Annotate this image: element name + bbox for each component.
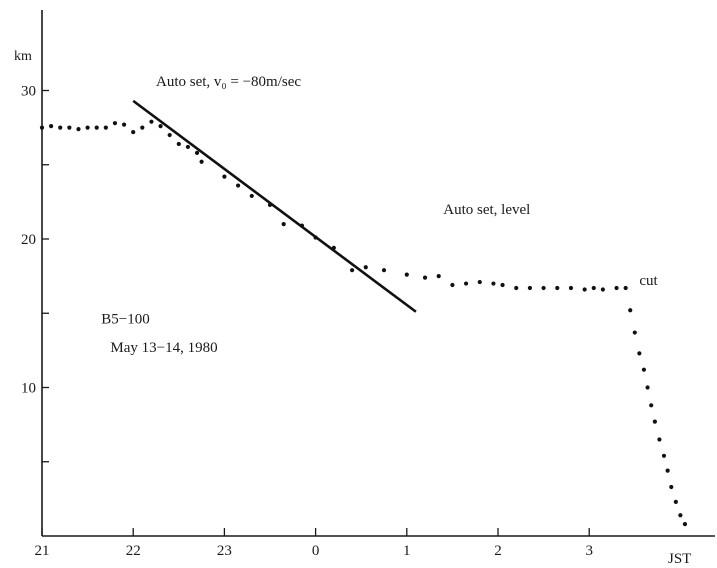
data-point	[682, 522, 688, 527]
data-point	[58, 125, 63, 130]
fit-line	[132, 99, 417, 313]
data-point	[555, 285, 560, 291]
x-tick-label: 22	[126, 543, 141, 559]
annotation: cut	[639, 273, 658, 289]
annotation: Auto set, v₀ = −80m/sec	[156, 74, 301, 90]
data-point	[678, 513, 683, 518]
data-point	[94, 125, 99, 130]
data-point	[112, 121, 118, 126]
annotation: Auto set, level	[443, 202, 530, 218]
axes	[41, 10, 715, 537]
data-point	[591, 285, 596, 291]
data-point	[623, 285, 628, 291]
data-point	[422, 275, 428, 280]
data-point	[149, 119, 154, 124]
y-axis-label: km	[14, 49, 32, 64]
x-tick-label: 2	[494, 543, 502, 559]
x-tick-label: 3	[585, 543, 593, 559]
data-point	[176, 141, 181, 147]
x-tick-label: 0	[312, 543, 320, 559]
data-point	[527, 285, 533, 291]
data-marks	[39, 99, 688, 527]
data-point	[121, 122, 127, 127]
data-point	[349, 268, 355, 273]
x-tick-label: 23	[217, 543, 232, 559]
annotation: May 13−14, 1980	[110, 340, 217, 356]
data-point	[649, 403, 654, 408]
data-point	[249, 193, 254, 199]
data-point	[131, 129, 136, 135]
data-point	[661, 453, 667, 458]
data-point	[568, 285, 574, 291]
data-point	[49, 124, 54, 129]
data-point	[652, 419, 657, 424]
data-point	[222, 174, 227, 179]
data-point	[381, 268, 387, 273]
data-point	[194, 150, 200, 155]
data-point	[600, 287, 605, 292]
data-point	[450, 282, 455, 288]
data-point	[76, 127, 81, 132]
data-point	[235, 183, 241, 188]
annotation: B5−100	[101, 312, 149, 328]
data-point	[477, 279, 482, 285]
data-point	[632, 330, 637, 335]
data-point	[140, 125, 145, 130]
x-axis-label: JST	[668, 551, 691, 567]
data-point	[199, 159, 204, 164]
ticks	[41, 89, 590, 536]
x-tick-label: 21	[35, 543, 50, 559]
data-point	[363, 265, 368, 270]
data-point	[281, 222, 286, 227]
data-point	[637, 351, 642, 356]
data-point	[614, 285, 619, 291]
y-tick-label: 10	[21, 381, 36, 397]
data-point	[645, 385, 650, 390]
data-point	[514, 285, 519, 291]
data-point	[582, 287, 587, 292]
data-point	[103, 125, 108, 130]
data-point	[404, 272, 409, 277]
data-point	[158, 124, 163, 129]
data-point	[500, 282, 505, 288]
data-point	[657, 437, 662, 442]
data-point	[167, 132, 172, 138]
data-point	[463, 281, 469, 286]
data-point	[628, 308, 633, 313]
data-point	[39, 125, 45, 130]
data-point	[85, 125, 90, 130]
data-point	[436, 274, 441, 279]
data-point	[491, 281, 496, 286]
data-point	[669, 484, 674, 490]
y-tick-label: 20	[21, 232, 36, 248]
data-point	[665, 468, 670, 473]
data-point	[673, 499, 678, 504]
data-point	[67, 125, 72, 130]
data-point	[185, 144, 191, 150]
y-tick-label: 30	[21, 84, 36, 100]
x-tick-label: 1	[403, 543, 411, 559]
data-point	[641, 367, 647, 372]
data-point	[541, 285, 546, 291]
